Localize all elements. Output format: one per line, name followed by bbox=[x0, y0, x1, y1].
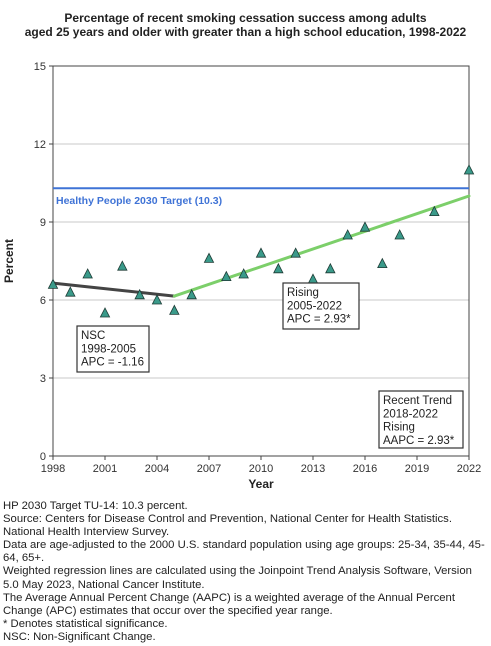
x-tick-label: 2010 bbox=[249, 463, 273, 475]
annotation-frame bbox=[378, 390, 464, 449]
x-tick-label: 2007 bbox=[197, 463, 221, 475]
footnote: Source: Centers for Disease Control and … bbox=[3, 513, 452, 539]
x-tick-label: 2004 bbox=[145, 463, 169, 475]
data-point bbox=[307, 273, 319, 284]
target-line-group: Healthy People 2030 Target (10.3) bbox=[53, 187, 469, 207]
data-point bbox=[273, 262, 284, 274]
footnote: Weighted regression lines are calculated… bbox=[3, 565, 472, 591]
y-tick-label: 15 bbox=[34, 61, 46, 73]
annotation-text: 2018-2022 bbox=[383, 408, 438, 420]
data-point bbox=[82, 268, 93, 279]
x-tick-label: 1998 bbox=[41, 463, 65, 475]
x-tick-label: 2022 bbox=[457, 463, 481, 475]
footnote: Data are age-adjusted to the 2000 U.S. s… bbox=[3, 539, 485, 565]
data-point bbox=[342, 229, 353, 240]
data-point bbox=[169, 304, 180, 315]
x-tick-label: 2019 bbox=[405, 463, 429, 475]
data-point bbox=[151, 294, 163, 305]
x-axis-label: Year bbox=[248, 477, 274, 491]
data-point bbox=[377, 257, 388, 269]
data-point bbox=[117, 260, 128, 271]
annotation-text: 1998-2005 bbox=[81, 343, 136, 355]
chart: Healthy People 2030 Target (10.3) 0 3 6 9 12… bbox=[2, 61, 481, 491]
data-point bbox=[359, 221, 371, 232]
annotation-text: AAPC = 2.93* bbox=[383, 435, 455, 447]
footnote: HP 2030 Target TU-14: 10.3 percent. bbox=[3, 500, 188, 512]
axis-ticks: 0 3 6 9 12 15 1998 2001 2004 2007 2010 2013 2016 2019… bbox=[34, 61, 481, 475]
chart-title: Percentage of recent smoking cessation s… bbox=[0, 11, 491, 39]
annotation-text: APC = 2.93* bbox=[287, 314, 351, 326]
data-point bbox=[290, 247, 301, 258]
data-points bbox=[47, 164, 475, 318]
data-point bbox=[186, 288, 197, 300]
trend-segment-1 bbox=[51, 281, 176, 298]
data-point bbox=[134, 288, 145, 300]
footnotes: HP 2030 Target TU-14: 10.3 percent. Sour… bbox=[3, 500, 489, 644]
data-point bbox=[325, 262, 336, 274]
y-tick-label: 0 bbox=[40, 451, 46, 463]
data-point bbox=[394, 229, 405, 240]
trend-segment-2 bbox=[172, 194, 471, 298]
y-tick-label: 12 bbox=[34, 139, 46, 151]
footnote: * Denotes statistical significance. bbox=[3, 617, 168, 630]
data-point bbox=[203, 252, 215, 263]
trend-lines bbox=[51, 194, 471, 298]
annotation-frame bbox=[76, 325, 150, 373]
y-axis-label: Percent bbox=[2, 239, 16, 283]
y-tick-label: 6 bbox=[40, 295, 46, 307]
target-label: Healthy People 2030 Target (10.3) bbox=[56, 195, 222, 207]
data-point bbox=[255, 247, 267, 258]
chart-title-line-1: Percentage of recent smoking cessation s… bbox=[64, 11, 427, 25]
y-tick-label: 3 bbox=[40, 373, 46, 385]
annotation-text: NSC bbox=[81, 330, 105, 342]
footnote: The Average Annual Percent Change (AAPC)… bbox=[3, 591, 455, 617]
data-point bbox=[47, 278, 59, 289]
annotation-frame bbox=[282, 282, 360, 330]
annotation-text: Rising bbox=[383, 422, 415, 434]
y-tick-label: 9 bbox=[40, 217, 46, 229]
annotation-text: Recent Trend bbox=[383, 395, 452, 407]
data-point bbox=[463, 164, 475, 175]
data-point bbox=[65, 286, 76, 297]
x-tick-label: 2001 bbox=[93, 463, 117, 475]
footnote: NSC: Non-Significant Change. bbox=[3, 630, 156, 643]
data-point bbox=[99, 307, 111, 318]
chart-title-line-2: aged 25 years and older with greater tha… bbox=[24, 25, 467, 39]
x-tick-label: 2016 bbox=[353, 463, 377, 475]
annotation-text: APC = -1.16 bbox=[81, 357, 144, 369]
annotation-text: 2005-2022 bbox=[287, 300, 342, 312]
data-point bbox=[429, 205, 440, 217]
data-point bbox=[221, 270, 232, 282]
annotation-text: Rising bbox=[287, 287, 319, 299]
data-point bbox=[238, 268, 249, 279]
x-tick-label: 2013 bbox=[301, 463, 325, 475]
